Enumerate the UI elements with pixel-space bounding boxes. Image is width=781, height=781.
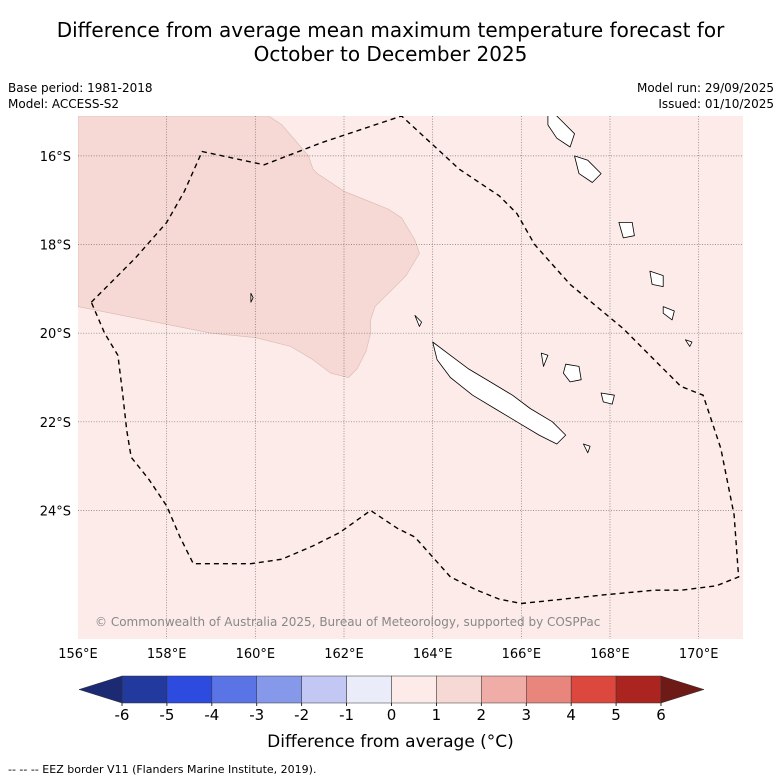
y-tick-label: 20°S: [40, 327, 71, 342]
colorbar-label: Difference from average (°C): [267, 732, 514, 752]
colorbar-tick-label: -1: [339, 706, 354, 724]
land-3: [563, 363, 582, 383]
colorbar-tick-label: 2: [477, 706, 487, 724]
base-period-text: Base period: 1981-2018: [8, 81, 153, 95]
y-tick-label: 22°S: [40, 416, 71, 431]
copyright-text: © Commonwealth of Australia 2025, Bureau…: [95, 615, 600, 629]
colorbar-extend-low: [78, 675, 123, 704]
eez-border-line: [90, 116, 740, 605]
x-tick-label: 158°E: [147, 647, 187, 662]
y-tick-label: 24°S: [40, 504, 71, 519]
colorbar-tick-label: -4: [204, 706, 219, 724]
x-tick-label: 168°E: [590, 647, 630, 662]
colorbar-tick-label: -2: [294, 706, 309, 724]
colorbar-bin: [346, 675, 392, 704]
meta-right: Model run: 29/09/2025 Issued: 01/10/2025: [637, 80, 774, 112]
colorbar-bin: [211, 675, 257, 704]
x-tick-label: 156°E: [58, 647, 98, 662]
region-1-to-2: [78, 116, 420, 378]
colorbar-bin: [166, 675, 213, 704]
colorbar-tick-label: 5: [611, 706, 621, 724]
colorbar-bin: [526, 675, 572, 704]
chart-title-line-1: Difference from average mean maximum tem…: [56, 18, 725, 42]
colorbar-bin: [615, 675, 662, 704]
chart-title: Difference from average mean maximum tem…: [0, 18, 781, 66]
land-5: [583, 443, 591, 454]
chart-title-line-2: October to December 2025: [253, 42, 528, 66]
land-6: [250, 292, 254, 303]
x-tick-label: 164°E: [413, 647, 453, 662]
land-2: [540, 352, 549, 367]
colorbar-tick-label: 0: [387, 706, 397, 724]
land-10: [649, 270, 664, 288]
colorbar-tick-label: -5: [159, 706, 174, 724]
x-tick-label: 160°E: [236, 647, 276, 662]
land-9: [618, 221, 635, 239]
x-tick-label: 162°E: [324, 647, 364, 662]
colorbar-tick-label: 1: [432, 706, 442, 724]
colorbar-bin: [436, 675, 482, 704]
colorbar-bin: [570, 675, 617, 704]
colorbar-tick-label: -6: [115, 706, 130, 724]
model-text: Model: ACCESS-S2: [8, 97, 120, 111]
land-0: [432, 341, 567, 445]
colorbar-bin: [256, 675, 302, 704]
colorbar-bin: [481, 675, 527, 704]
colorbar-bin: [301, 675, 347, 704]
colorbar-tick-label: -3: [249, 706, 264, 724]
y-tick-label: 16°S: [40, 150, 71, 165]
land-1: [414, 314, 423, 327]
colorbar-bin: [391, 675, 437, 704]
issued-text: Issued: 01/10/2025: [658, 97, 774, 111]
y-tick-label: 18°S: [40, 239, 71, 254]
land-4: [600, 392, 615, 405]
x-tick-label: 170°E: [679, 647, 719, 662]
colorbar-extend-high: [660, 675, 705, 704]
footnote: -- -- -- EEZ border V11 (Flanders Marine…: [8, 763, 317, 776]
land-7: [547, 116, 575, 148]
colorbar-tick-label: 4: [566, 706, 576, 724]
x-tick-label: 166°E: [502, 647, 542, 662]
land-11: [662, 306, 675, 321]
colorbar-bin: [121, 675, 168, 704]
colorbar-tick-label: 3: [521, 706, 531, 724]
meta-left: Base period: 1981-2018 Model: ACCESS-S2: [8, 80, 153, 112]
colorbar-tick-label: 6: [656, 706, 666, 724]
model-run-text: Model run: 29/09/2025: [636, 81, 774, 95]
land-8: [574, 155, 602, 183]
plot-content: [78, 116, 743, 639]
land-12: [685, 339, 693, 347]
